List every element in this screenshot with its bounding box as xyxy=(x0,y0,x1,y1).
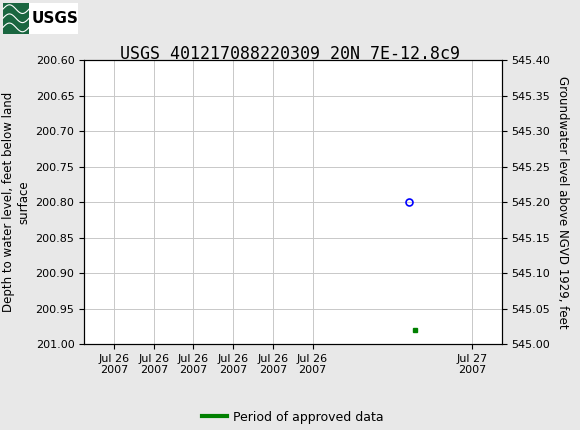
Bar xyxy=(3,3,78,34)
Y-axis label: Groundwater level above NGVD 1929, feet: Groundwater level above NGVD 1929, feet xyxy=(556,76,569,329)
Bar xyxy=(3,3,29,34)
Text: USGS: USGS xyxy=(32,11,79,26)
Y-axis label: Depth to water level, feet below land
surface: Depth to water level, feet below land su… xyxy=(2,92,30,312)
Text: USGS 401217088220309 20N 7E-12.8c9: USGS 401217088220309 20N 7E-12.8c9 xyxy=(120,45,460,63)
Legend: Period of approved data: Period of approved data xyxy=(197,405,389,429)
